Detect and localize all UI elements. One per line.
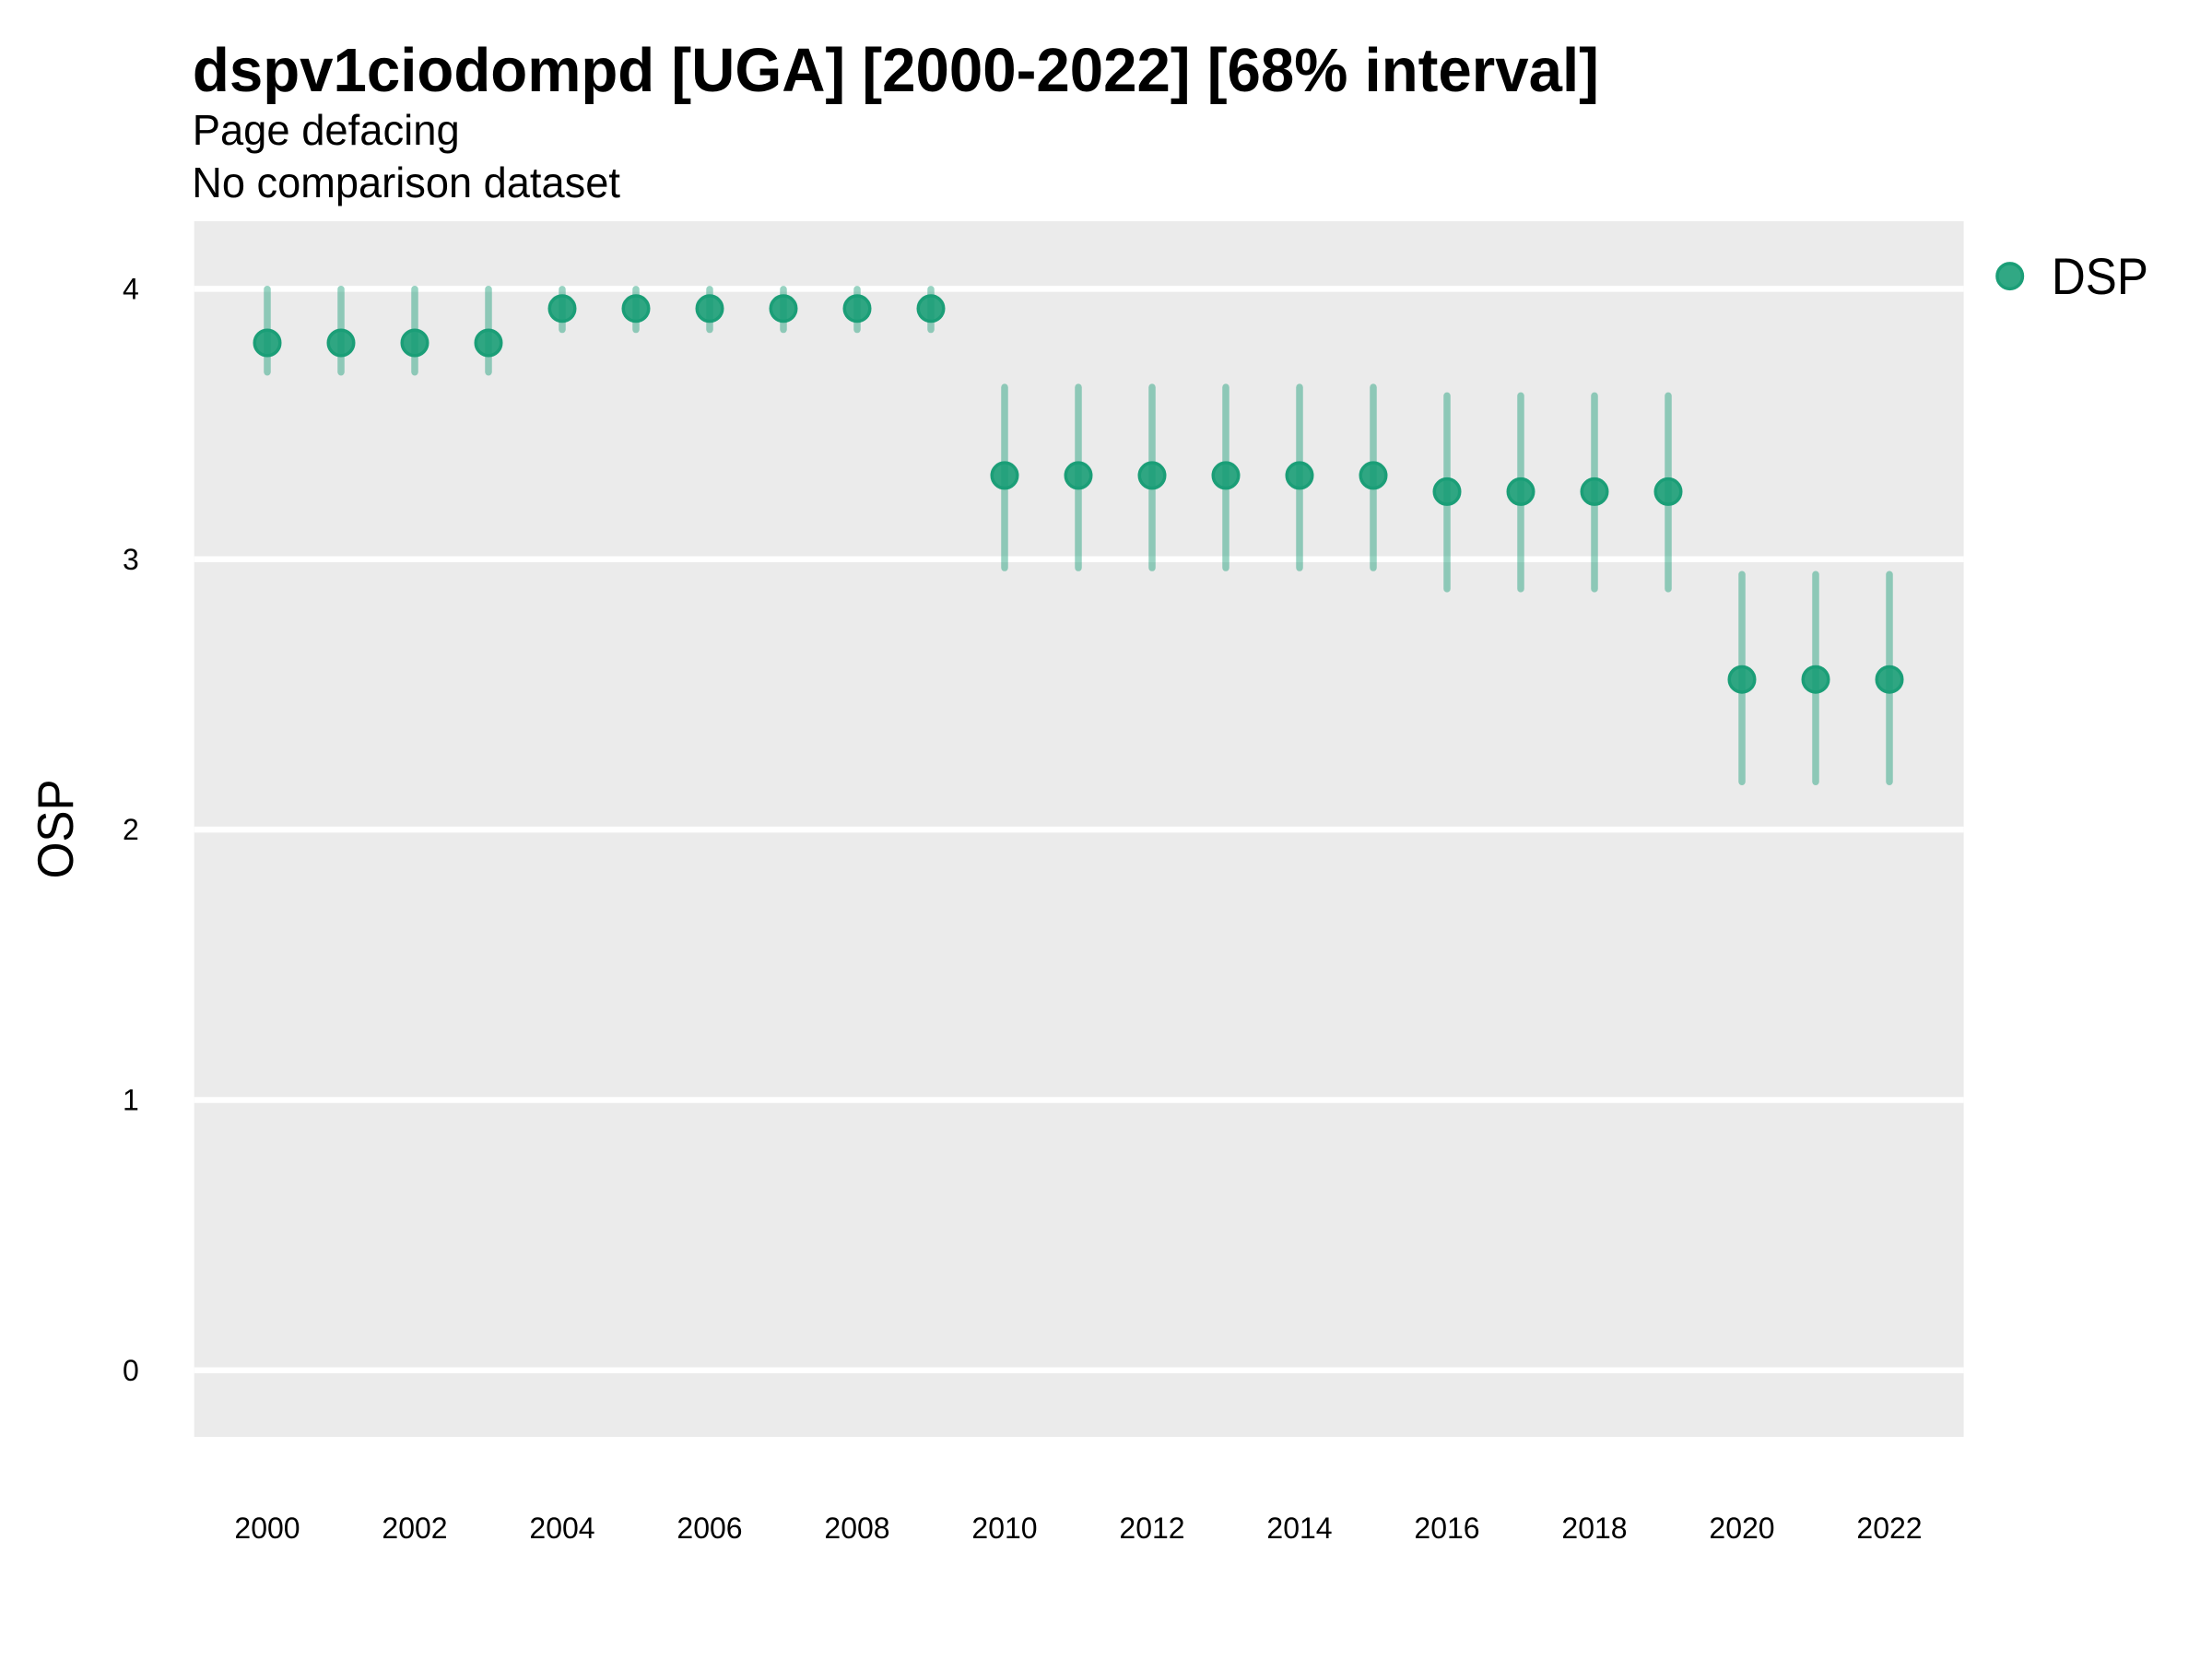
svg-text:0: 0 [123, 1354, 139, 1387]
svg-text:3: 3 [123, 543, 139, 576]
svg-text:No comparison dataset: No comparison dataset [192, 159, 620, 206]
svg-text:2008: 2008 [824, 1512, 889, 1545]
svg-text:2014: 2014 [1266, 1512, 1332, 1545]
svg-text:dspv1ciodompd [UGA] [2000-2022: dspv1ciodompd [UGA] [2000-2022] [68% int… [193, 36, 1599, 105]
svg-text:2020: 2020 [1709, 1512, 1774, 1545]
svg-text:2012: 2012 [1119, 1512, 1184, 1545]
svg-text:1: 1 [123, 1083, 139, 1116]
svg-text:2004: 2004 [529, 1512, 594, 1545]
svg-text:2022: 2022 [1856, 1512, 1922, 1545]
svg-text:2: 2 [123, 813, 139, 846]
svg-text:2002: 2002 [382, 1512, 447, 1545]
svg-text:OSP: OSP [27, 779, 84, 878]
svg-text:2010: 2010 [971, 1512, 1037, 1545]
svg-text:Page defacing: Page defacing [193, 106, 460, 154]
svg-text:2006: 2006 [677, 1512, 742, 1545]
svg-text:DSP: DSP [2052, 247, 2148, 305]
svg-text:2000: 2000 [234, 1512, 300, 1545]
svg-text:4: 4 [123, 272, 139, 305]
svg-text:2018: 2018 [1561, 1512, 1627, 1545]
svg-text:2016: 2016 [1414, 1512, 1479, 1545]
